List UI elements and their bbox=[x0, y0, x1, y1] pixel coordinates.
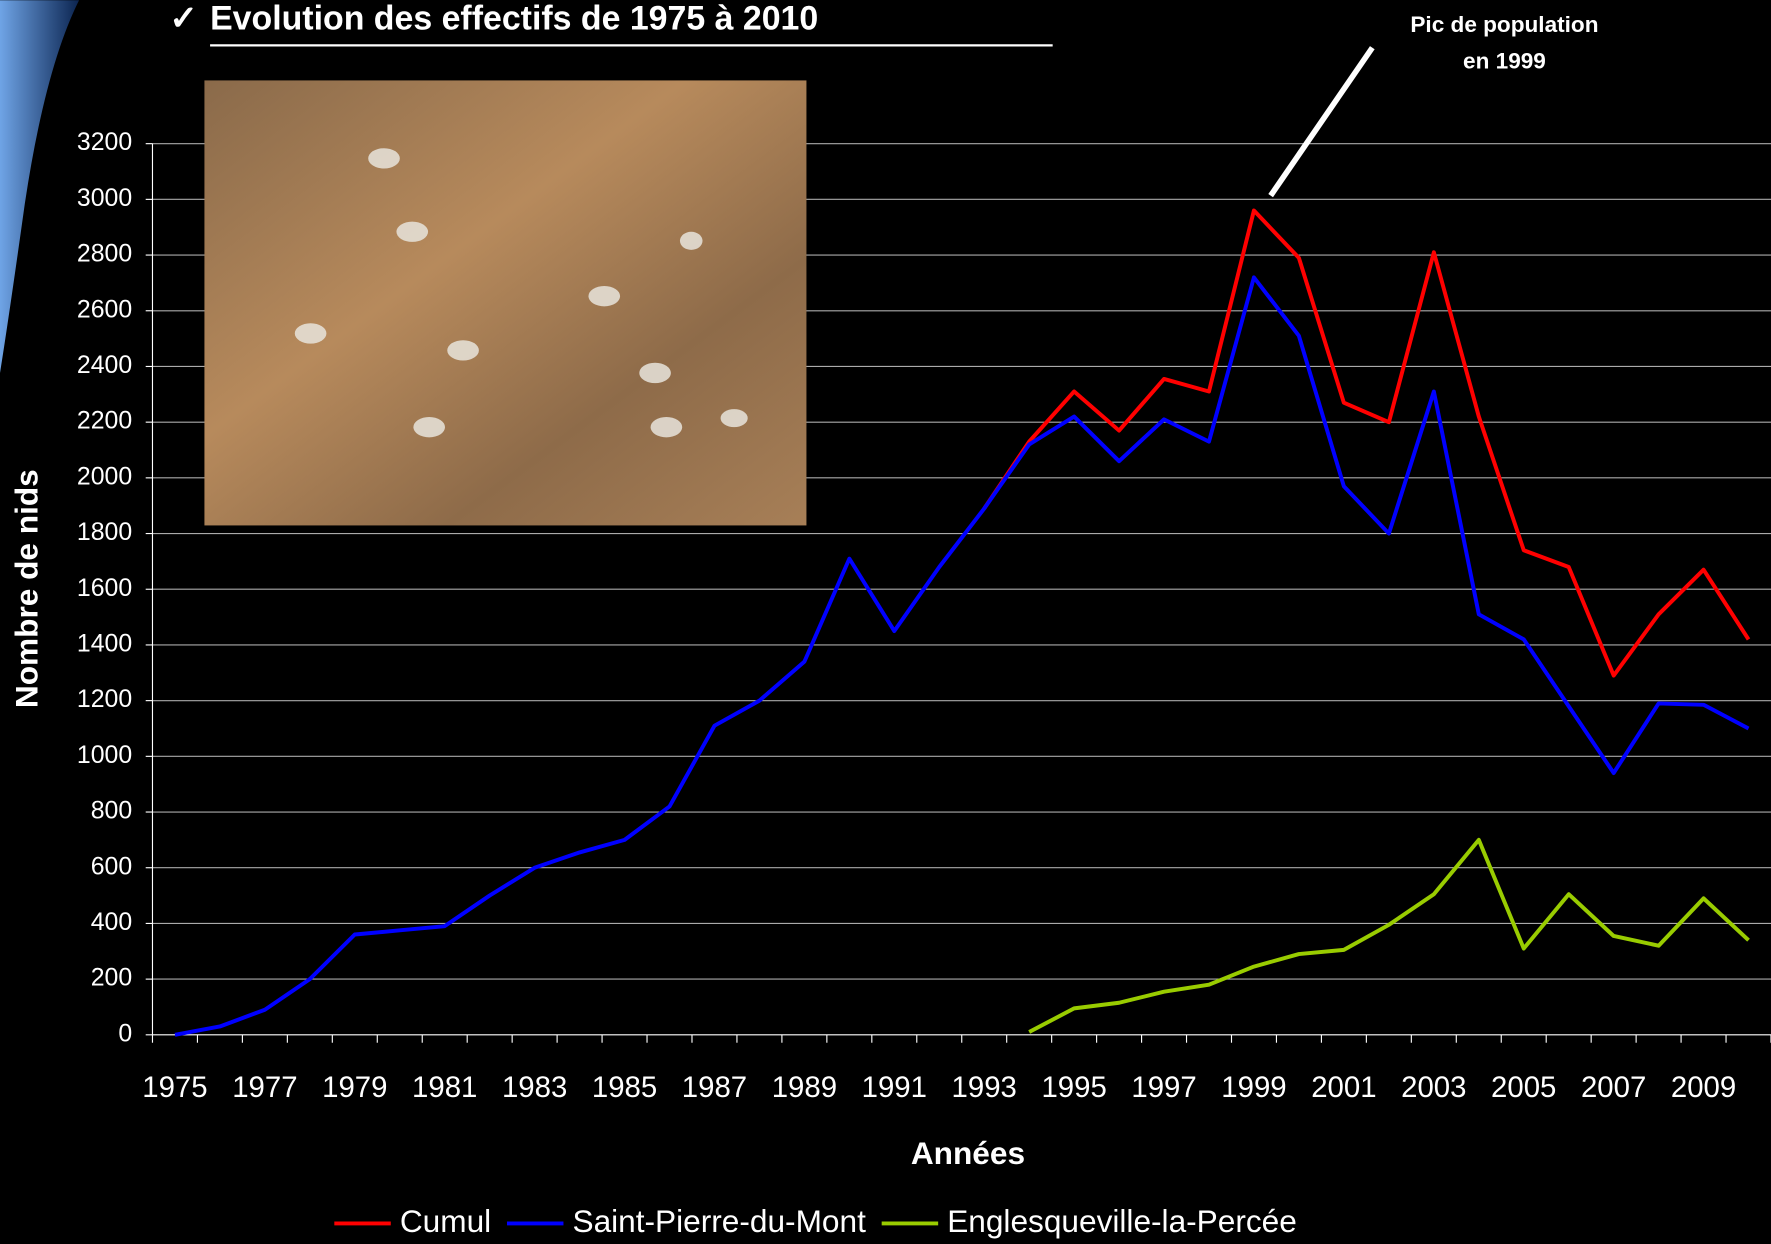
chart-title: Evolution des effectifs de 1975 à 2010 bbox=[210, 0, 818, 38]
y-tick-label: 0 bbox=[118, 1020, 132, 1047]
annotation: en 1999 bbox=[1463, 48, 1546, 73]
x-tick-label: 1993 bbox=[952, 1071, 1017, 1104]
x-tick-label: 1989 bbox=[772, 1071, 837, 1104]
y-tick-label: 2800 bbox=[77, 241, 132, 268]
x-tick-label: 1975 bbox=[142, 1071, 207, 1104]
annotation: Pic de population bbox=[1410, 12, 1598, 37]
y-tick-label: 1800 bbox=[77, 519, 132, 546]
y-tick-label: 3200 bbox=[77, 129, 132, 156]
x-tick-label: 2005 bbox=[1491, 1071, 1556, 1104]
y-tick-label: 1400 bbox=[77, 631, 132, 658]
x-tick-label: 1991 bbox=[862, 1071, 927, 1104]
y-tick-label: 2600 bbox=[77, 296, 132, 323]
legend: Cumul Saint-Pierre-du-Mont Englesqueville-… bbox=[334, 1203, 1297, 1239]
y-tick-label: 2000 bbox=[77, 463, 132, 490]
x-tick-label: 1987 bbox=[682, 1071, 747, 1104]
x-tick-label: 2001 bbox=[1311, 1071, 1376, 1104]
x-tick-label: 1979 bbox=[322, 1071, 387, 1104]
slide: ✓ Evolution des effectifs de 1975 à 2010… bbox=[0, 0, 1771, 1244]
x-tick-label: 1999 bbox=[1221, 1071, 1286, 1104]
legend-label: Saint-Pierre-du-Mont bbox=[572, 1203, 866, 1239]
y-tick-label: 1600 bbox=[77, 575, 132, 602]
y-tick-label: 3000 bbox=[77, 185, 132, 212]
page: ✓ Evolution des effectifs de 1975 à 2010… bbox=[0, 0, 1771, 1244]
x-tick-label: 1981 bbox=[412, 1071, 477, 1104]
legend-label: Englesqueville-la-Percée bbox=[947, 1203, 1297, 1239]
y-tick-label: 1200 bbox=[77, 686, 132, 713]
y-tick-label: 600 bbox=[91, 853, 132, 880]
y-tick-label: 800 bbox=[91, 798, 132, 825]
x-tick-label: 2009 bbox=[1671, 1071, 1736, 1104]
x-tick-label: 1985 bbox=[592, 1071, 657, 1104]
x-tick-label: 2007 bbox=[1581, 1071, 1646, 1104]
y-tick-label: 400 bbox=[91, 909, 132, 936]
y-axis-title: Nombre de nids bbox=[9, 469, 45, 708]
x-tick-label: 1977 bbox=[232, 1071, 297, 1104]
x-tick-label: 2003 bbox=[1401, 1071, 1466, 1104]
y-tick-label: 2200 bbox=[77, 408, 132, 435]
y-tick-label: 1000 bbox=[77, 742, 132, 769]
x-axis-title: Années bbox=[911, 1135, 1025, 1171]
legend-label: Cumul bbox=[400, 1203, 491, 1239]
x-tick-label: 1995 bbox=[1041, 1071, 1106, 1104]
x-tick-label: 1983 bbox=[502, 1071, 567, 1104]
x-tick-label: 1997 bbox=[1131, 1071, 1196, 1104]
title-check: ✓ bbox=[169, 0, 197, 38]
y-tick-label: 2400 bbox=[77, 352, 132, 379]
photo bbox=[204, 80, 806, 525]
y-tick-label: 200 bbox=[91, 965, 132, 992]
